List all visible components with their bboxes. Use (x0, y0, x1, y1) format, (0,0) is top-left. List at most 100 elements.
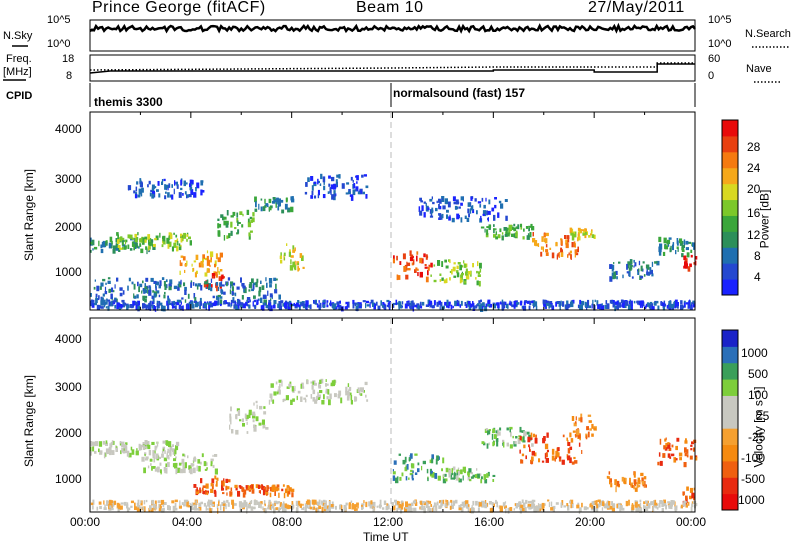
data-cell-1-74 (154, 468, 157, 472)
data-cell-4-32 (246, 209, 250, 215)
data-cell-15-37 (444, 198, 448, 205)
data-cell-2-3 (209, 251, 214, 258)
data-cell-19-270 (450, 304, 453, 310)
data-cell-14-458 (313, 506, 316, 510)
data-cell-14-443 (264, 508, 267, 514)
data-cell-0-50 (90, 249, 92, 253)
data-cell-6-13 (193, 192, 197, 198)
colorbar-segment-1 (722, 477, 738, 495)
data-cell-19-57 (533, 301, 538, 307)
data-cell-14-301 (450, 499, 453, 503)
data-cell-12-33 (499, 228, 502, 233)
data-cell-14-588 (205, 505, 208, 511)
data-cell-8-188 (102, 278, 106, 282)
data-cell-14-146 (643, 505, 646, 512)
data-cell-14-191 (304, 507, 307, 512)
data-cell-19-23 (666, 305, 669, 309)
data-cell-14-494 (291, 504, 295, 509)
data-cell-14-597 (242, 502, 245, 508)
data-cell-1-22 (116, 232, 119, 236)
data-cell-0-56 (154, 445, 157, 451)
data-cell-15-33 (476, 210, 478, 215)
data-cell-0-28 (98, 240, 100, 247)
data-cell-15-84 (485, 197, 487, 202)
data-cell-1-17 (188, 469, 191, 473)
data-cell-19-599 (126, 304, 130, 309)
data-cell-7-18 (458, 478, 462, 483)
data-cell-14-21 (590, 231, 593, 234)
data-cell-4-31 (246, 421, 248, 425)
data-cell-11-0 (634, 487, 638, 492)
data-cell-19-133 (511, 304, 515, 308)
data-cell-9-1 (301, 255, 304, 261)
data-cell-14-321 (428, 507, 431, 512)
data-cell-19-509 (267, 305, 271, 311)
data-cell-14-326 (495, 499, 497, 502)
data-cell-19-562 (543, 303, 546, 307)
data-cell-2-29 (214, 491, 217, 497)
data-cell-16-26 (649, 267, 652, 273)
data-cell-19-268 (166, 300, 169, 306)
colorbar-segment-9 (722, 135, 738, 153)
data-cell-7-12 (450, 477, 454, 480)
data-cell-14-362 (461, 501, 465, 505)
data-cell-11-32 (451, 269, 453, 275)
data-cell-4-26 (230, 230, 233, 236)
nsky-line (89, 22, 696, 34)
data-cell-18-3 (684, 258, 688, 264)
data-cell-19-526 (616, 300, 619, 306)
data-cell-19-183 (439, 304, 441, 311)
data-cell-8-54 (107, 277, 111, 280)
data-cell-8-41 (487, 430, 491, 435)
data-cell-19-515 (579, 299, 582, 305)
data-cell-19-489 (284, 302, 288, 308)
data-cell-14-102 (667, 501, 671, 504)
data-cell-5-49 (278, 389, 281, 395)
data-cell-8-87 (208, 283, 210, 289)
data-cell-19-588 (680, 304, 684, 310)
data-cell-14-97 (481, 503, 485, 508)
data-cell-19-590 (130, 306, 134, 309)
data-cell-5-69 (325, 383, 327, 387)
data-cell-6-55 (139, 178, 142, 183)
data-cell-14-445 (608, 501, 611, 506)
data-cell-11-11 (608, 471, 611, 475)
data-cell-19-181 (600, 305, 605, 310)
data-cell-19-28 (533, 305, 535, 309)
data-cell-8-124 (220, 288, 223, 295)
data-cell-8-11 (488, 429, 491, 432)
data-cell-19-230 (159, 302, 163, 306)
data-cell-14-46 (460, 507, 464, 513)
data-cell-19-318 (580, 300, 584, 305)
data-cell-18-4 (694, 256, 698, 260)
data-cell-10-2 (419, 271, 423, 278)
data-cell-12-42 (527, 233, 530, 240)
data-cell-0-65 (99, 452, 103, 455)
data-cell-19-600 (551, 305, 554, 309)
data-cell-8-69 (232, 286, 234, 291)
data-cell-8-31 (499, 427, 502, 431)
data-cell-3-38 (257, 484, 260, 489)
data-cell-12-11 (515, 226, 519, 229)
data-cell-11-33 (633, 479, 637, 485)
data-cell-14-456 (670, 503, 673, 507)
data-cell-7-54 (330, 189, 332, 195)
data-cell-14-0 (584, 233, 587, 239)
data-cell-0-48 (100, 248, 104, 254)
data-cell-11-49 (465, 271, 468, 276)
data-cell-19-608 (372, 302, 375, 307)
data-cell-2-35 (215, 480, 218, 487)
data-cell-4-33 (252, 419, 255, 423)
data-cell-15-17 (500, 203, 504, 209)
data-cell-14-418 (382, 507, 385, 510)
data-cell-19-469 (238, 299, 241, 304)
data-cell-7-16 (362, 191, 365, 195)
data-cell-5-18 (275, 381, 278, 385)
data-cell-15-55 (418, 206, 421, 212)
data-cell-14-216 (661, 503, 664, 507)
data-cell-5-99 (292, 398, 295, 402)
data-cell-0-54 (92, 446, 95, 452)
data-cell-14-514 (247, 503, 251, 509)
data-cell-15-32 (451, 217, 455, 223)
data-cell-15-48 (469, 208, 472, 214)
